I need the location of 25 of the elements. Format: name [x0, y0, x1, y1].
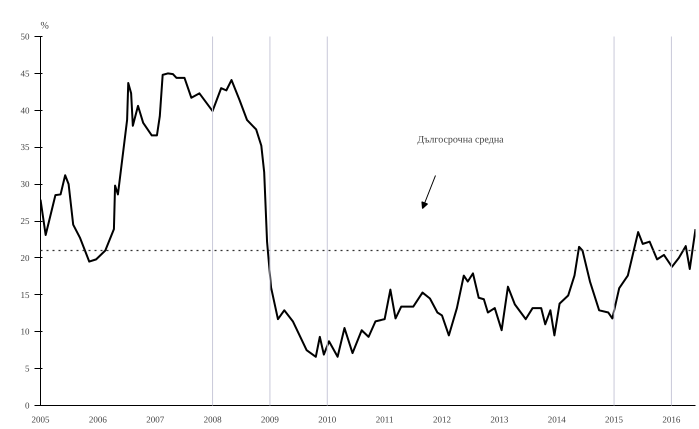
annotation: Дългосрочна средна [417, 134, 504, 146]
x-tick-label: 2008 [204, 414, 222, 424]
x-tick-label: 2006 [88, 414, 108, 424]
y-tick-label: 0 [25, 400, 30, 410]
y-tick-label: 20 [20, 252, 30, 263]
y-tick-label: 10 [20, 326, 30, 337]
x-tick-label: 2010 [318, 414, 337, 424]
y-tick-label: 40 [20, 105, 30, 116]
x-tick-label: 2013 [490, 414, 509, 424]
x-tick-label: 2011 [376, 414, 394, 424]
x-tick-label: 2014 [548, 414, 566, 424]
y-tick-label: 50 [20, 32, 30, 42]
x-tick-label: 2012 [432, 414, 451, 424]
y-tick-label: 30 [20, 179, 30, 190]
x-tick-label: 2016 [662, 414, 681, 424]
x-tick-label: 2007 [146, 414, 165, 424]
x-tick-label: 2009 [260, 414, 280, 424]
y-axis-title: % [40, 20, 49, 32]
y-tick-label: 15 [20, 290, 30, 300]
y-tick-label: 45 [20, 68, 30, 78]
y-tick-label: 35 [20, 142, 30, 152]
y-tick-label: 25 [20, 216, 30, 226]
x-tick-label: 2015 [605, 414, 624, 424]
y-tick-label: 5 [25, 364, 30, 374]
x-tick-label: 2005 [32, 414, 50, 424]
